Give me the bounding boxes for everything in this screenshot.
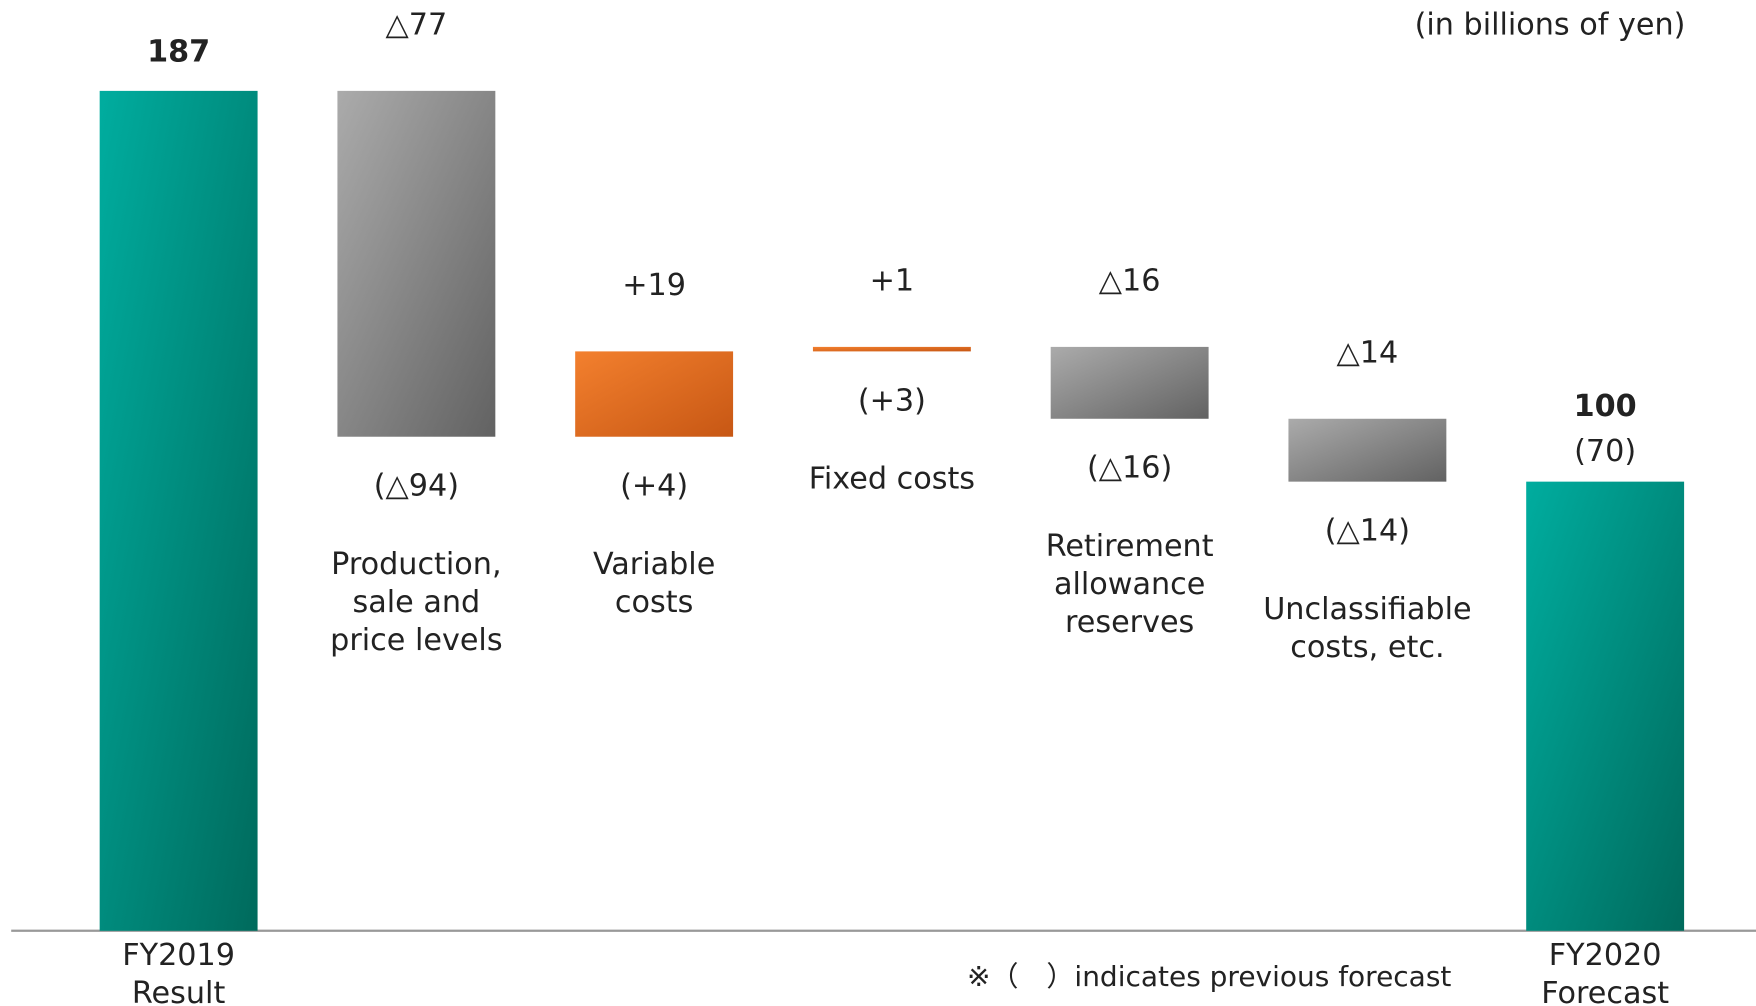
category-label: price levels [330,623,502,658]
category-label: Unclassifiable [1263,592,1471,627]
value-label: △77 [386,7,448,42]
category-label: reserves [1065,605,1194,640]
previous-label: (+3) [858,383,926,418]
previous-label: (△94) [374,469,459,504]
category-label: Retirement [1046,529,1214,564]
value-label: △14 [1337,335,1399,370]
category-label: FY2020 [1549,938,1662,973]
previous-label: (+4) [620,469,688,504]
bar [1050,346,1209,419]
category-label: Fixed costs [809,462,975,497]
bar [1526,481,1685,931]
category-label: Result [132,976,226,1006]
category-label: FY2019 [122,938,235,973]
footnote: ※（ ）indicates previous forecast [967,960,1451,993]
value-label: △16 [1099,263,1161,298]
previous-label: (70) [1574,434,1636,469]
category-label: Forecast [1541,976,1669,1006]
category-label: Production, [331,547,501,582]
bar [575,351,734,437]
unit-note: (in billions of yen) [1415,7,1686,42]
category-label: sale and [353,585,481,620]
bar [1288,418,1447,482]
bar [337,90,496,437]
category-label: costs [615,585,693,620]
previous-label: (△14) [1325,514,1410,549]
category-label: Variable [593,547,715,582]
category-label: allowance [1054,567,1205,602]
value-label: +19 [622,268,686,303]
previous-label: (△16) [1087,451,1172,486]
value-label: 100 [1574,389,1637,424]
value-label: +1 [870,263,915,298]
value-label: 187 [147,34,210,69]
bar [812,346,971,352]
bar [99,90,258,931]
category-label: costs, etc. [1290,630,1444,665]
